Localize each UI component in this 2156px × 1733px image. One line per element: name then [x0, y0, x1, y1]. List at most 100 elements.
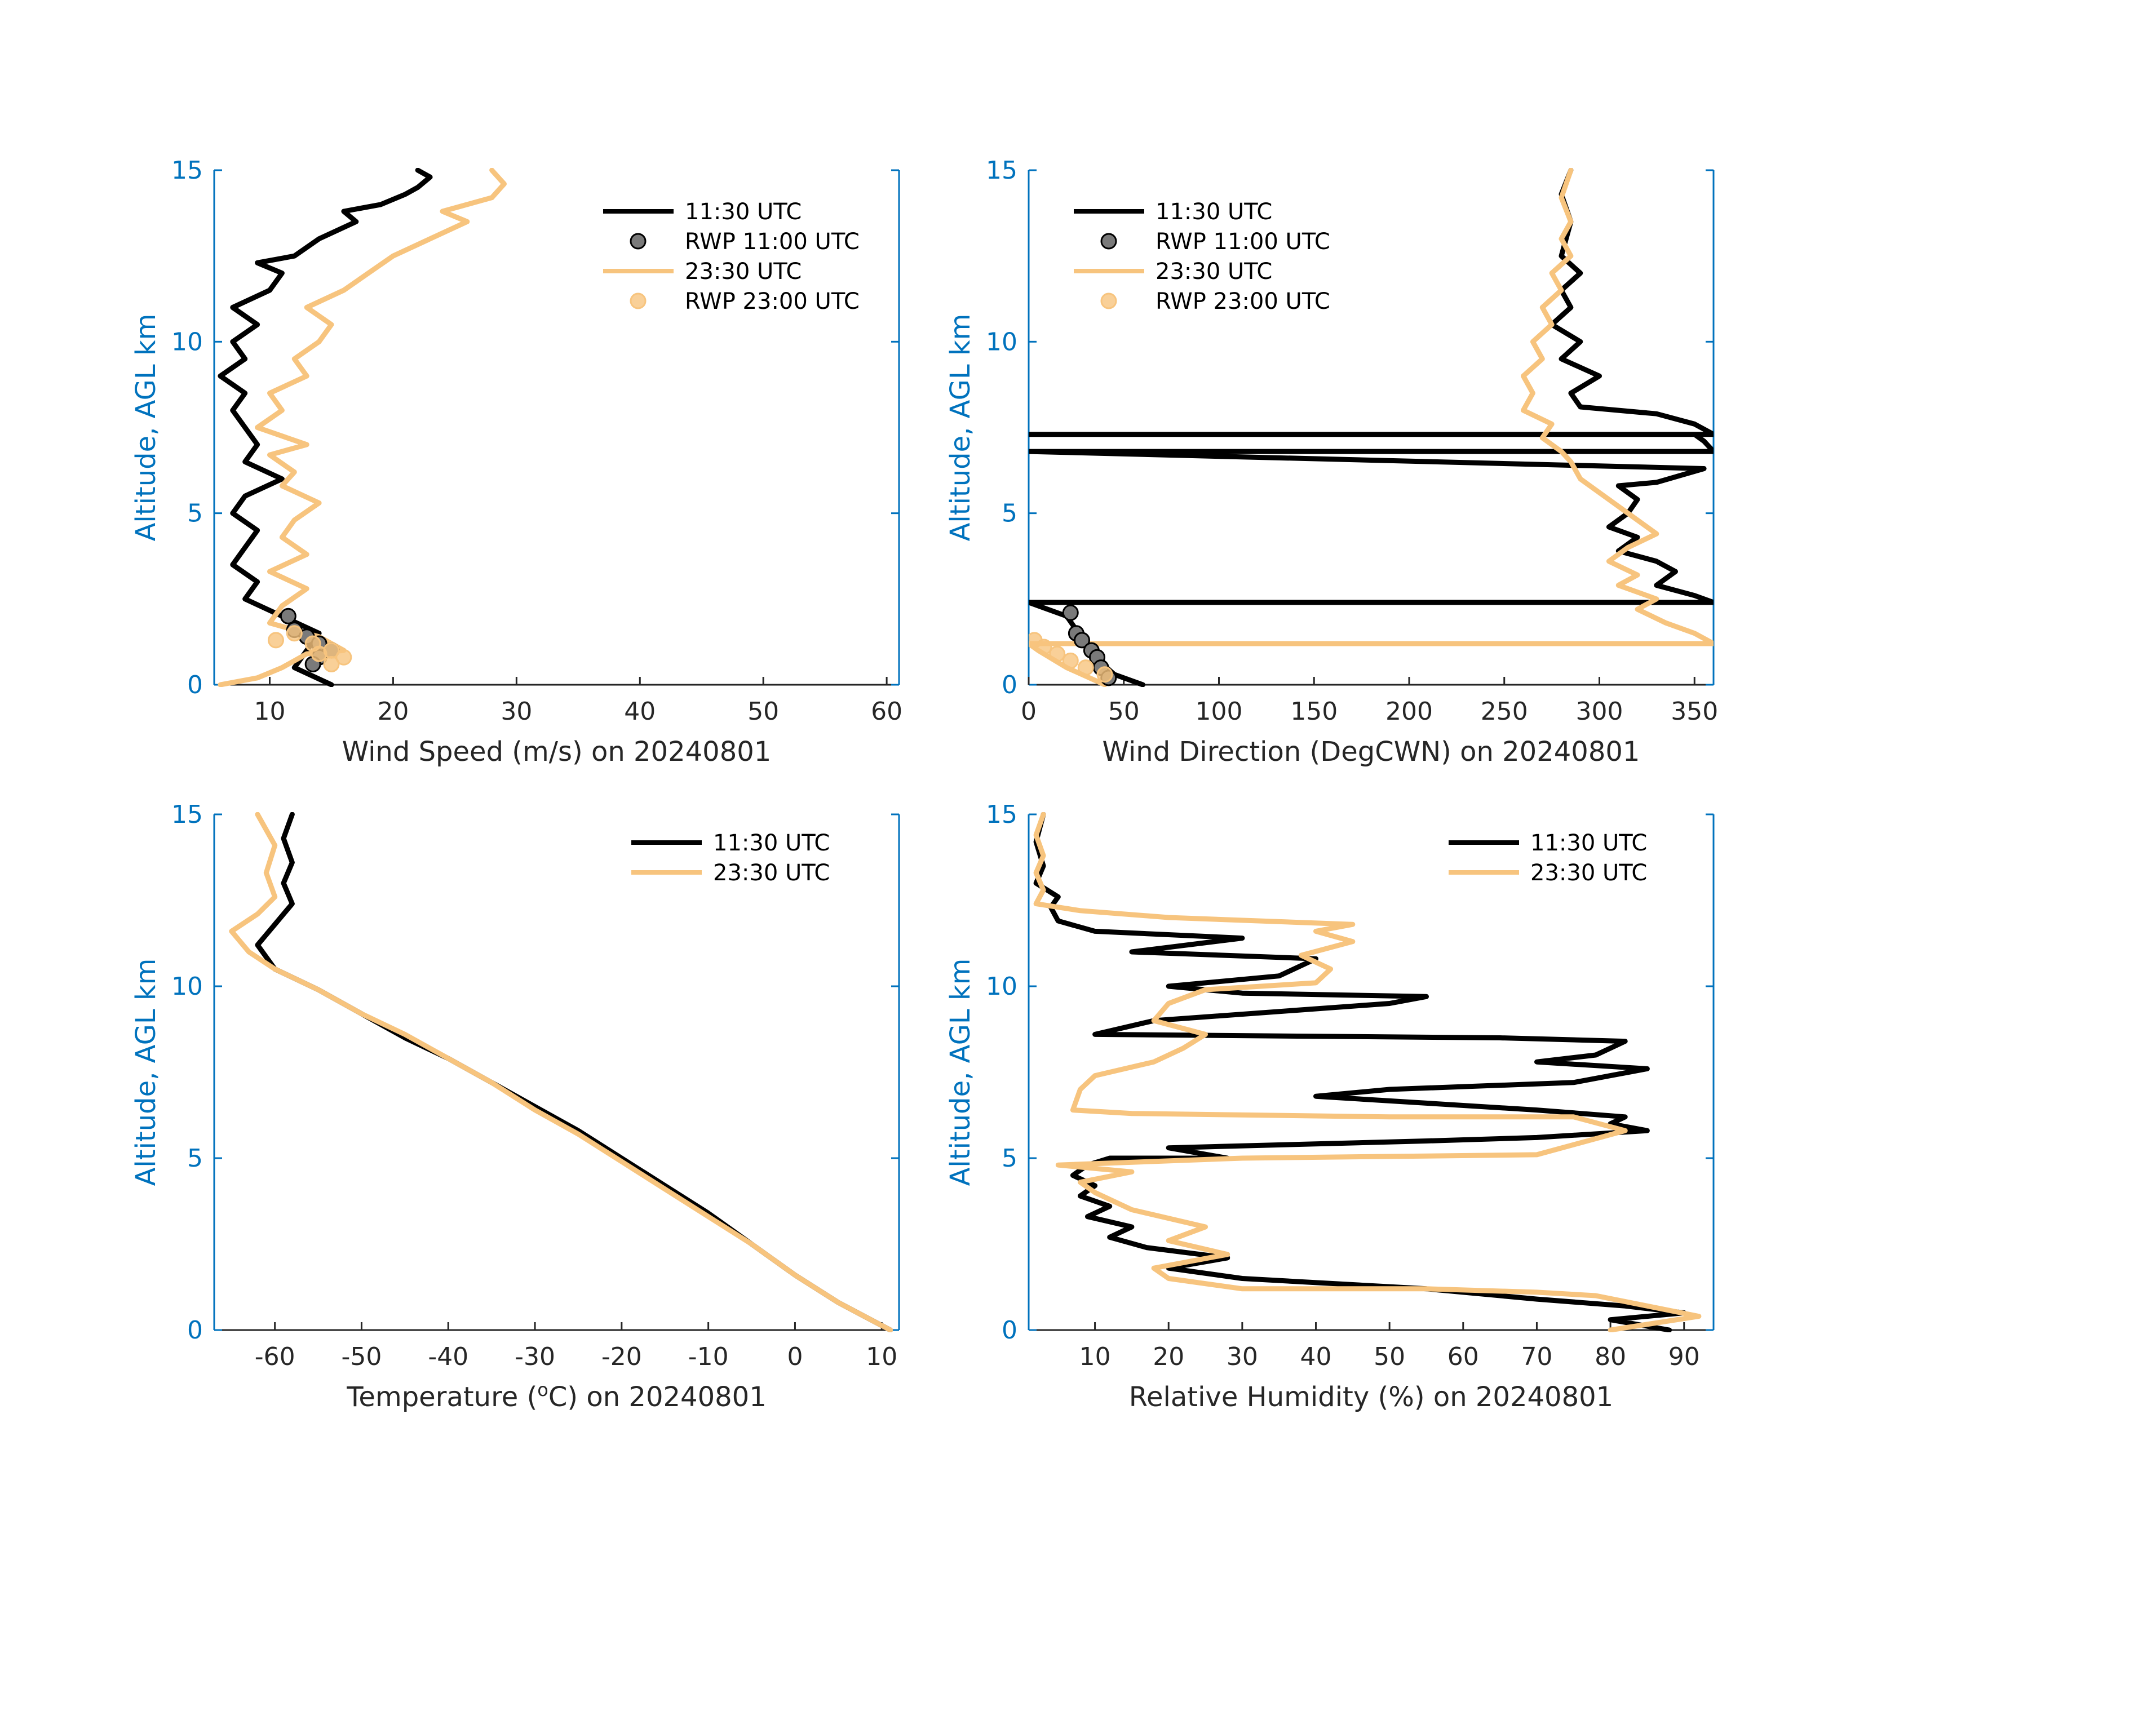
y-tick-label: 10: [171, 972, 203, 1001]
series-line-0: [255, 812, 893, 1332]
series-line-0: [1033, 812, 1687, 1332]
legend-label: 23:30 UTC: [1530, 860, 1647, 886]
x-tick-label: 200: [1385, 697, 1433, 726]
y-tick-label: 10: [171, 327, 203, 356]
y-tick-label: 0: [1002, 671, 1017, 699]
legend: 11:30 UTC RWP 11:00 UTC 23:30 UTC RWP 23:00…: [603, 199, 860, 314]
x-tick-label: 50: [747, 697, 779, 726]
legend-label: 11:30 UTC: [713, 830, 830, 856]
x-tick-label: 250: [1481, 697, 1528, 726]
series-line-0: [1029, 168, 1714, 687]
x-tick-label: -50: [342, 1342, 382, 1371]
x-tick-label: -40: [428, 1342, 468, 1371]
rwp-marker: [1096, 666, 1113, 683]
y-tick-label: 5: [187, 1144, 203, 1173]
series-line-1: [229, 812, 893, 1332]
rwp-marker: [1074, 632, 1090, 649]
y-axis-label: Altitude, AGL km: [945, 959, 976, 1186]
rwp-marker: [1062, 652, 1079, 669]
x-tick-label: 50: [1374, 1342, 1405, 1371]
y-axis-label: Altitude, AGL km: [945, 314, 976, 542]
y-tick-label: 15: [986, 156, 1017, 185]
rwp-marker: [1077, 659, 1094, 676]
legend: 11:30 UTC 23:30 UTC: [631, 830, 830, 886]
rwp-marker: [1062, 604, 1079, 621]
x-axis-label: Wind Speed (m/s) on 20240801: [342, 736, 772, 768]
legend-swatch-marker: [630, 292, 647, 309]
legend-label: RWP 11:00 UTC: [685, 229, 860, 255]
x-tick-label: 60: [871, 697, 902, 726]
legend-label: 11:30 UTC: [1530, 830, 1647, 856]
x-tick-label: 350: [1671, 697, 1718, 726]
legend-label: RWP 23:00 UTC: [685, 289, 860, 314]
y-tick-label: 0: [187, 1316, 203, 1345]
x-tick-label: 20: [1153, 1342, 1184, 1371]
legend-label: 23:30 UTC: [713, 860, 830, 886]
legend-label: RWP 11:00 UTC: [1156, 229, 1330, 255]
panel-relative-humidity: 0 5 10 15 10 20 30 40 50 60 70 80 90 Altitude, AGL km…: [945, 800, 1715, 1413]
x-tick-label: 30: [1227, 1342, 1258, 1371]
plot-area: [1029, 168, 1714, 687]
x-tick-label: -60: [255, 1342, 295, 1371]
legend-label: RWP 23:00 UTC: [1156, 289, 1330, 314]
y-tick-label: 5: [187, 499, 203, 528]
plot-area: [229, 812, 893, 1332]
plot-area: [218, 168, 507, 687]
plot-area: [1033, 812, 1702, 1332]
x-tick-label: 10: [1079, 1342, 1111, 1371]
x-tick-label: 70: [1521, 1342, 1552, 1371]
legend-label: 11:30 UTC: [1156, 199, 1272, 225]
x-tick-label: -30: [515, 1342, 555, 1371]
legend: 11:30 UTC 23:30 UTC: [1449, 830, 1647, 886]
series-line-2: [218, 168, 507, 687]
rwp-marker: [335, 649, 352, 666]
x-tick-label: 300: [1576, 697, 1623, 726]
x-tick-label: -20: [601, 1342, 642, 1371]
x-tick-label: 150: [1290, 697, 1338, 726]
y-tick-label: 15: [171, 800, 203, 829]
legend-swatch-marker: [1100, 292, 1117, 309]
y-tick-label: 5: [1002, 1144, 1017, 1173]
series-line-1: [1033, 812, 1702, 1332]
legend-label: 23:30 UTC: [685, 259, 802, 285]
rwp-marker: [286, 625, 303, 642]
y-axis-label: Altitude, AGL km: [130, 314, 162, 542]
x-tick-label: 10: [254, 697, 286, 726]
legend-swatch-marker: [630, 233, 647, 250]
x-tick-label: 30: [501, 697, 532, 726]
series-line-2: [1029, 168, 1714, 687]
y-tick-label: 10: [986, 327, 1017, 356]
x-tick-label: 20: [377, 697, 409, 726]
x-axis-label: Temperature (oC) on 20240801: [346, 1379, 766, 1413]
y-tick-label: 15: [171, 156, 203, 185]
rwp-marker: [280, 608, 296, 624]
rwp-marker: [1035, 639, 1052, 655]
series-line-0: [218, 168, 433, 687]
y-tick-label: 0: [187, 671, 203, 699]
y-tick-label: 15: [986, 800, 1017, 829]
x-tick-label: 100: [1196, 697, 1243, 726]
x-axis-label: Wind Direction (DegCWN) on 20240801: [1103, 736, 1640, 768]
x-tick-label: 0: [1021, 697, 1037, 726]
legend-swatch-marker: [1100, 233, 1117, 250]
x-axis-label: Relative Humidity (%) on 20240801: [1129, 1381, 1613, 1413]
legend-label: 23:30 UTC: [1156, 259, 1272, 285]
y-tick-label: 5: [1002, 499, 1017, 528]
x-tick-label: 50: [1108, 697, 1140, 726]
x-tick-label: 80: [1595, 1342, 1626, 1371]
x-tick-label: 60: [1447, 1342, 1479, 1371]
rwp-marker: [267, 632, 284, 649]
y-tick-label: 10: [986, 972, 1017, 1001]
panel-temperature: 0 5 10 15 -60 -50 -40 -30 -20 -10 0 10 Altitude, AGL…: [130, 800, 900, 1413]
x-tick-label: 90: [1668, 1342, 1700, 1371]
x-tick-label: -10: [688, 1342, 729, 1371]
rwp-marker: [1049, 645, 1066, 662]
y-tick-label: 0: [1002, 1316, 1017, 1345]
x-tick-label: 40: [624, 697, 656, 726]
y-axis-label: Altitude, AGL km: [130, 959, 162, 1186]
x-tick-label: 10: [866, 1342, 897, 1371]
rwp-marker: [311, 645, 327, 662]
x-tick-label: 40: [1300, 1342, 1332, 1371]
